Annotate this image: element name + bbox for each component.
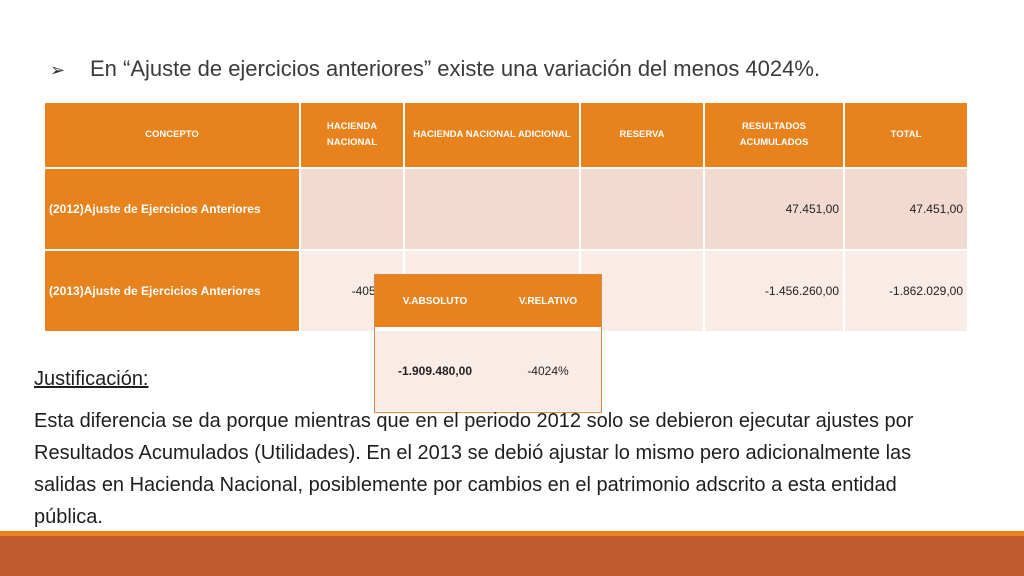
cell-total: -1.862.029,00 xyxy=(845,251,967,331)
header-concepto: CONCEPTO xyxy=(45,103,299,167)
cell-reserva xyxy=(581,169,703,249)
row-concept: (2012)Ajuste de Ejercicios Anteriores xyxy=(45,169,299,249)
arrow-bullet-icon: ➢ xyxy=(50,60,66,80)
table-row: (2013)Ajuste de Ejercicios Anteriores -4… xyxy=(45,251,967,331)
cell-hacienda-nacional xyxy=(301,169,403,249)
absolute-variation-value: -1.909.480,00 xyxy=(397,364,473,378)
variation-header-row: V.ABSOLUTO V.RELATIVO xyxy=(375,275,601,328)
header-resultados-acumulados: RESULTADOS ACUMULADOS xyxy=(705,103,843,167)
variation-value-row: -1.909.480,00 -4024% xyxy=(375,331,601,411)
variation-table: V.ABSOLUTO V.RELATIVO -1.909.480,00 -402… xyxy=(374,274,602,413)
header-hacienda-nacional-adicional: HACIENDA NACIONAL ADICIONAL xyxy=(405,103,579,167)
header-v-absoluto: V.ABSOLUTO xyxy=(402,295,468,307)
cell-hacienda-adicional xyxy=(405,169,579,249)
header-total: TOTAL xyxy=(845,103,967,167)
bottom-accent-bar xyxy=(0,536,1024,576)
justification-title: Justificación: xyxy=(34,368,149,390)
header-hacienda-nacional: HACIENDA NACIONAL xyxy=(301,103,403,167)
justification-text: Esta diferencia se da porque mientras qu… xyxy=(34,410,914,528)
relative-variation-value: -4024% xyxy=(527,364,569,378)
cell-total: 47.451,00 xyxy=(845,169,967,249)
cell-resultados-acumulados: 47.451,00 xyxy=(705,169,843,249)
adjustment-table: CONCEPTO HACIENDA NACIONAL HACIENDA NACI… xyxy=(43,101,969,333)
header-v-relativo: V.RELATIVO xyxy=(518,295,578,307)
row-concept: (2013)Ajuste de Ejercicios Anteriores xyxy=(45,251,299,331)
bullet-text: En “Ajuste de ejercicios anteriores” exi… xyxy=(90,56,821,81)
table-row: (2012)Ajuste de Ejercicios Anteriores 47… xyxy=(45,169,967,249)
bottom-accent-line xyxy=(0,531,1024,536)
cell-resultados-acumulados: -1.456.260,00 xyxy=(705,251,843,331)
header-reserva: RESERVA xyxy=(581,103,703,167)
bullet-heading: ➢ En “Ajuste de ejercicios anteriores” ex… xyxy=(50,56,950,82)
table-header-row: CONCEPTO HACIENDA NACIONAL HACIENDA NACI… xyxy=(45,103,967,167)
